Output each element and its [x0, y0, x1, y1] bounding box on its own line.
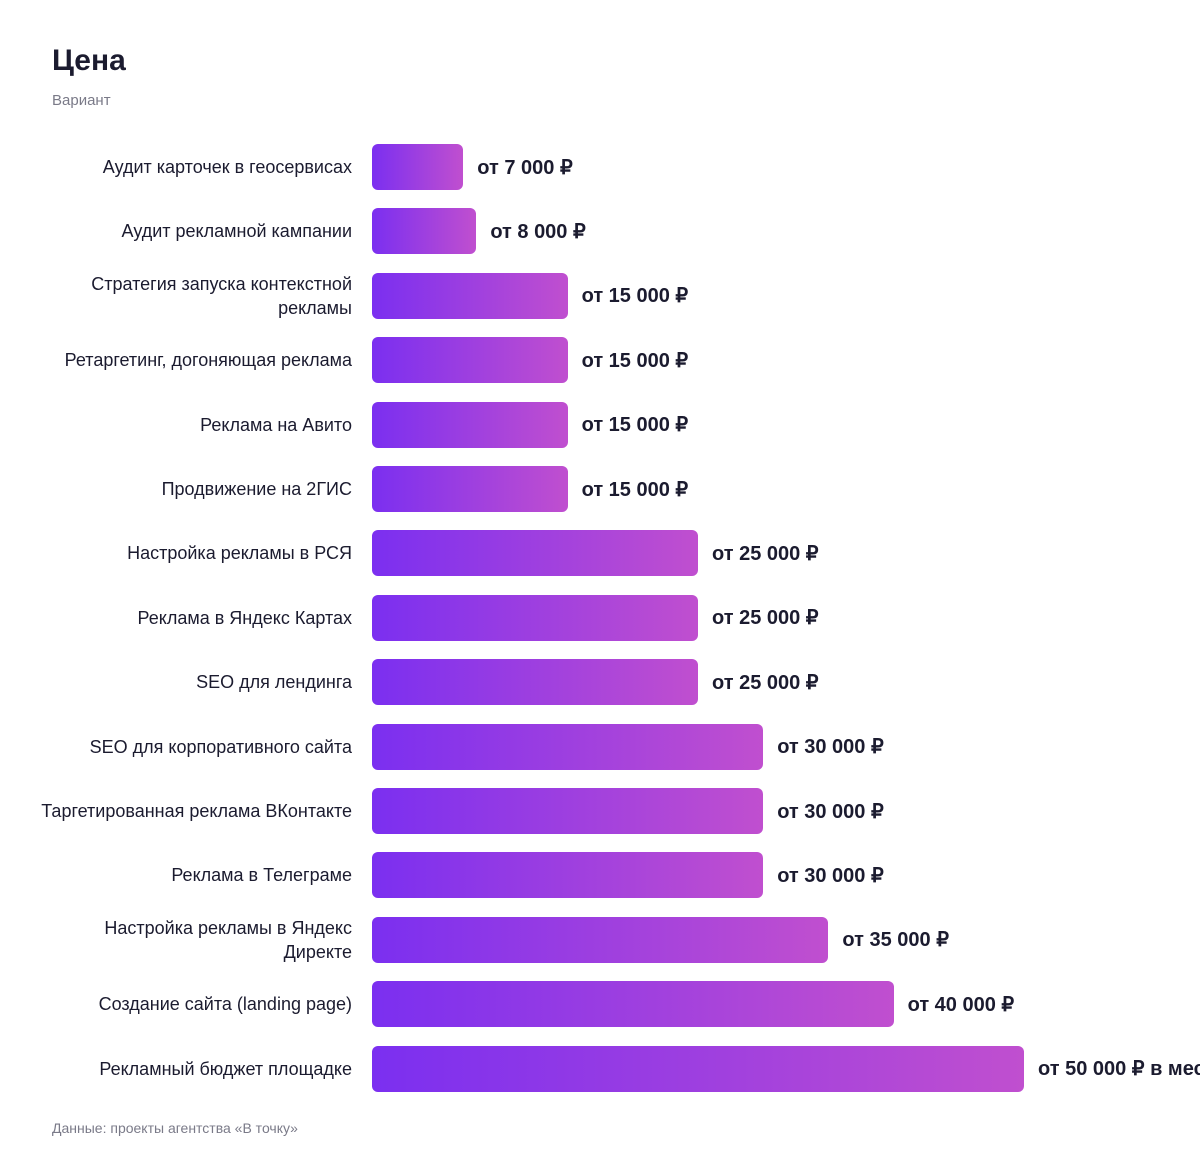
- category-label: Реклама на Авито: [200, 414, 352, 435]
- chart-title: Цена: [52, 44, 126, 77]
- bar: [372, 466, 568, 512]
- bar: [372, 723, 764, 770]
- category-label: SEO для корпоративного сайта: [89, 736, 352, 757]
- bar: [372, 144, 464, 190]
- bar: [372, 401, 568, 448]
- value-label: от 30 000 ₽: [777, 864, 884, 887]
- category-label: Ретаргетинг, догоняющая реклама: [64, 350, 352, 371]
- category-label: Таргетированная реклама ВКонтакте: [41, 801, 352, 821]
- bar: [372, 659, 698, 706]
- value-label: от 15 000 ₽: [581, 285, 689, 308]
- category-label: Реклама в Яндекс Картах: [137, 607, 352, 628]
- bar: [372, 208, 477, 255]
- category-label: Создание сайта (landing page): [98, 994, 352, 1015]
- category-label: Настройка рекламы в РСЯ: [127, 543, 352, 564]
- bar: [372, 337, 568, 384]
- bar: [372, 594, 698, 641]
- category-label: SEO для лендинга: [196, 672, 352, 693]
- value-label: от 15 000 ₽: [581, 349, 689, 372]
- value-label: от 30 000 ₽: [777, 800, 884, 823]
- value-label: от 40 000 ₽: [907, 993, 1015, 1016]
- category-label: Стратегия запуска контекстной рекламы: [91, 273, 352, 318]
- category-label: Реклама в Телеграме: [171, 865, 352, 886]
- bar: [372, 1045, 1024, 1092]
- value-label: от 25 000 ₽: [712, 542, 819, 565]
- value-label: от 25 000 ₽: [712, 671, 819, 694]
- value-label: от 25 000 ₽: [712, 607, 819, 630]
- value-label: от 15 000 ₽: [581, 414, 689, 437]
- chart-subtitle: Вариант: [52, 92, 111, 109]
- value-label: от 30 000 ₽: [777, 736, 884, 759]
- bar: [372, 788, 764, 834]
- value-label: от 50 000 ₽ в месяц: [1038, 1058, 1200, 1081]
- bar: [372, 981, 894, 1028]
- bar: [372, 916, 829, 963]
- category-label: Аудит рекламной кампании: [121, 221, 352, 242]
- bar: [372, 272, 568, 319]
- category-label: Продвижение на 2ГИС: [161, 479, 352, 499]
- value-label: от 7 000 ₽: [477, 156, 573, 179]
- bar: [372, 852, 764, 899]
- value-label: от 8 000 ₽: [490, 220, 586, 243]
- category-label: Аудит карточек в геосервисах: [102, 157, 352, 177]
- bar: [372, 530, 698, 577]
- category-label: Настройка рекламы в Яндекс Директе: [104, 917, 352, 962]
- source-note: Данные: проекты агентства «В точку»: [52, 1120, 298, 1136]
- value-label: от 15 000 ₽: [581, 478, 689, 501]
- value-label: от 35 000 ₽: [842, 929, 949, 952]
- category-label: Рекламный бюджет площадке: [99, 1058, 352, 1079]
